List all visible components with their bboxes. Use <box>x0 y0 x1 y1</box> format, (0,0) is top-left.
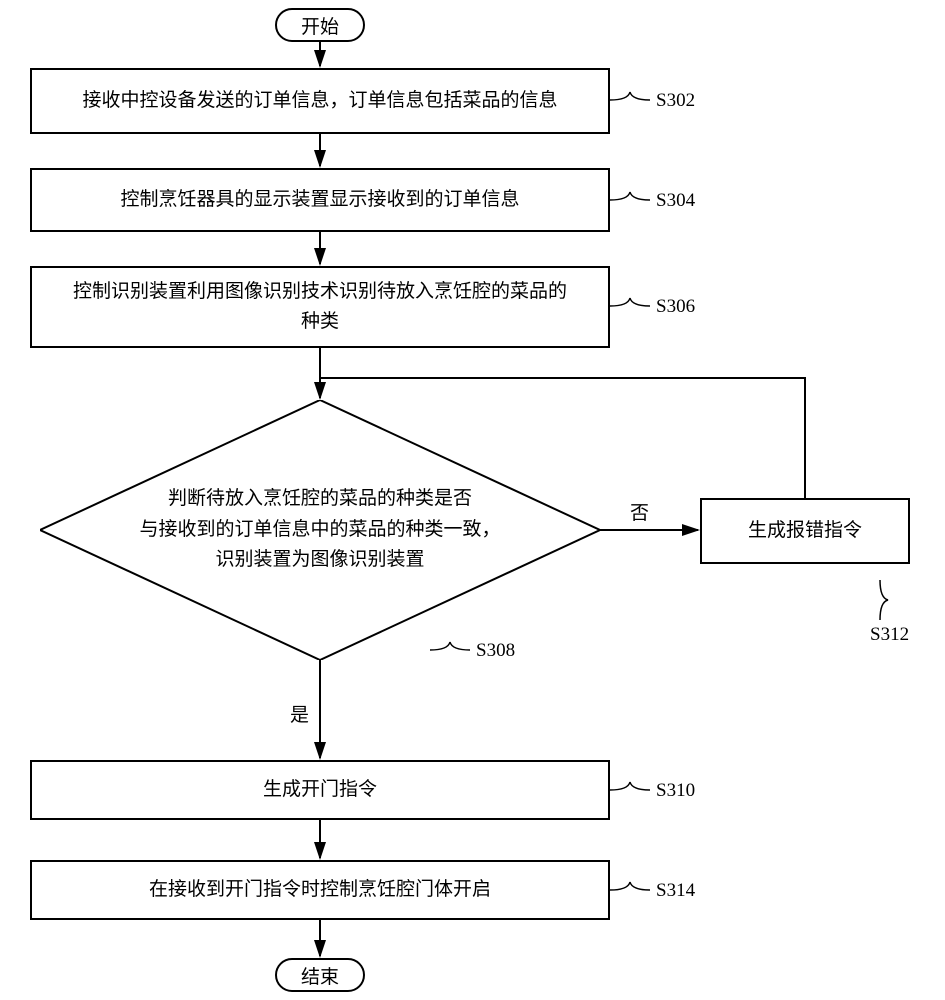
start-terminal: 开始 <box>275 8 365 42</box>
step-s302-label: S302 <box>656 90 695 112</box>
step-s306-text: 控制识别装置利用图像识别技术识别待放入烹饪腔的菜品的 种类 <box>73 277 567 338</box>
edge-no-label: 否 <box>630 498 649 525</box>
step-s302-text: 接收中控设备发送的订单信息，订单信息包括菜品的信息 <box>82 86 557 116</box>
step-s306: 控制识别装置利用图像识别技术识别待放入烹饪腔的菜品的 种类 <box>30 266 610 348</box>
step-s312-text: 生成报错指令 <box>748 516 862 546</box>
step-s306-label: S306 <box>656 296 695 318</box>
step-s312-label: S312 <box>870 624 909 646</box>
step-s314: 在接收到开门指令时控制烹饪腔门体开启 <box>30 860 610 920</box>
step-s310-label: S310 <box>656 780 695 802</box>
end-label: 结束 <box>301 962 339 989</box>
start-label: 开始 <box>301 12 339 39</box>
step-s308-label: S308 <box>476 640 515 662</box>
decision-s308-text: 判断待放入烹饪腔的菜品的种类是否 与接收到的订单信息中的菜品的种类一致， 识别装… <box>139 484 500 575</box>
edge-yes-label: 是 <box>290 700 309 727</box>
step-s312: 生成报错指令 <box>700 498 910 564</box>
step-s310-text: 生成开门指令 <box>263 775 377 805</box>
step-s302: 接收中控设备发送的订单信息，订单信息包括菜品的信息 <box>30 68 610 134</box>
step-s304-label: S304 <box>656 190 695 212</box>
step-s304-text: 控制烹饪器具的显示装置显示接收到的订单信息 <box>120 185 519 215</box>
step-s314-label: S314 <box>656 880 695 902</box>
end-terminal: 结束 <box>275 958 365 992</box>
decision-s308: 判断待放入烹饪腔的菜品的种类是否 与接收到的订单信息中的菜品的种类一致， 识别装… <box>40 400 600 660</box>
step-s314-text: 在接收到开门指令时控制烹饪腔门体开启 <box>149 875 491 905</box>
step-s310: 生成开门指令 <box>30 760 610 820</box>
step-s304: 控制烹饪器具的显示装置显示接收到的订单信息 <box>30 168 610 232</box>
